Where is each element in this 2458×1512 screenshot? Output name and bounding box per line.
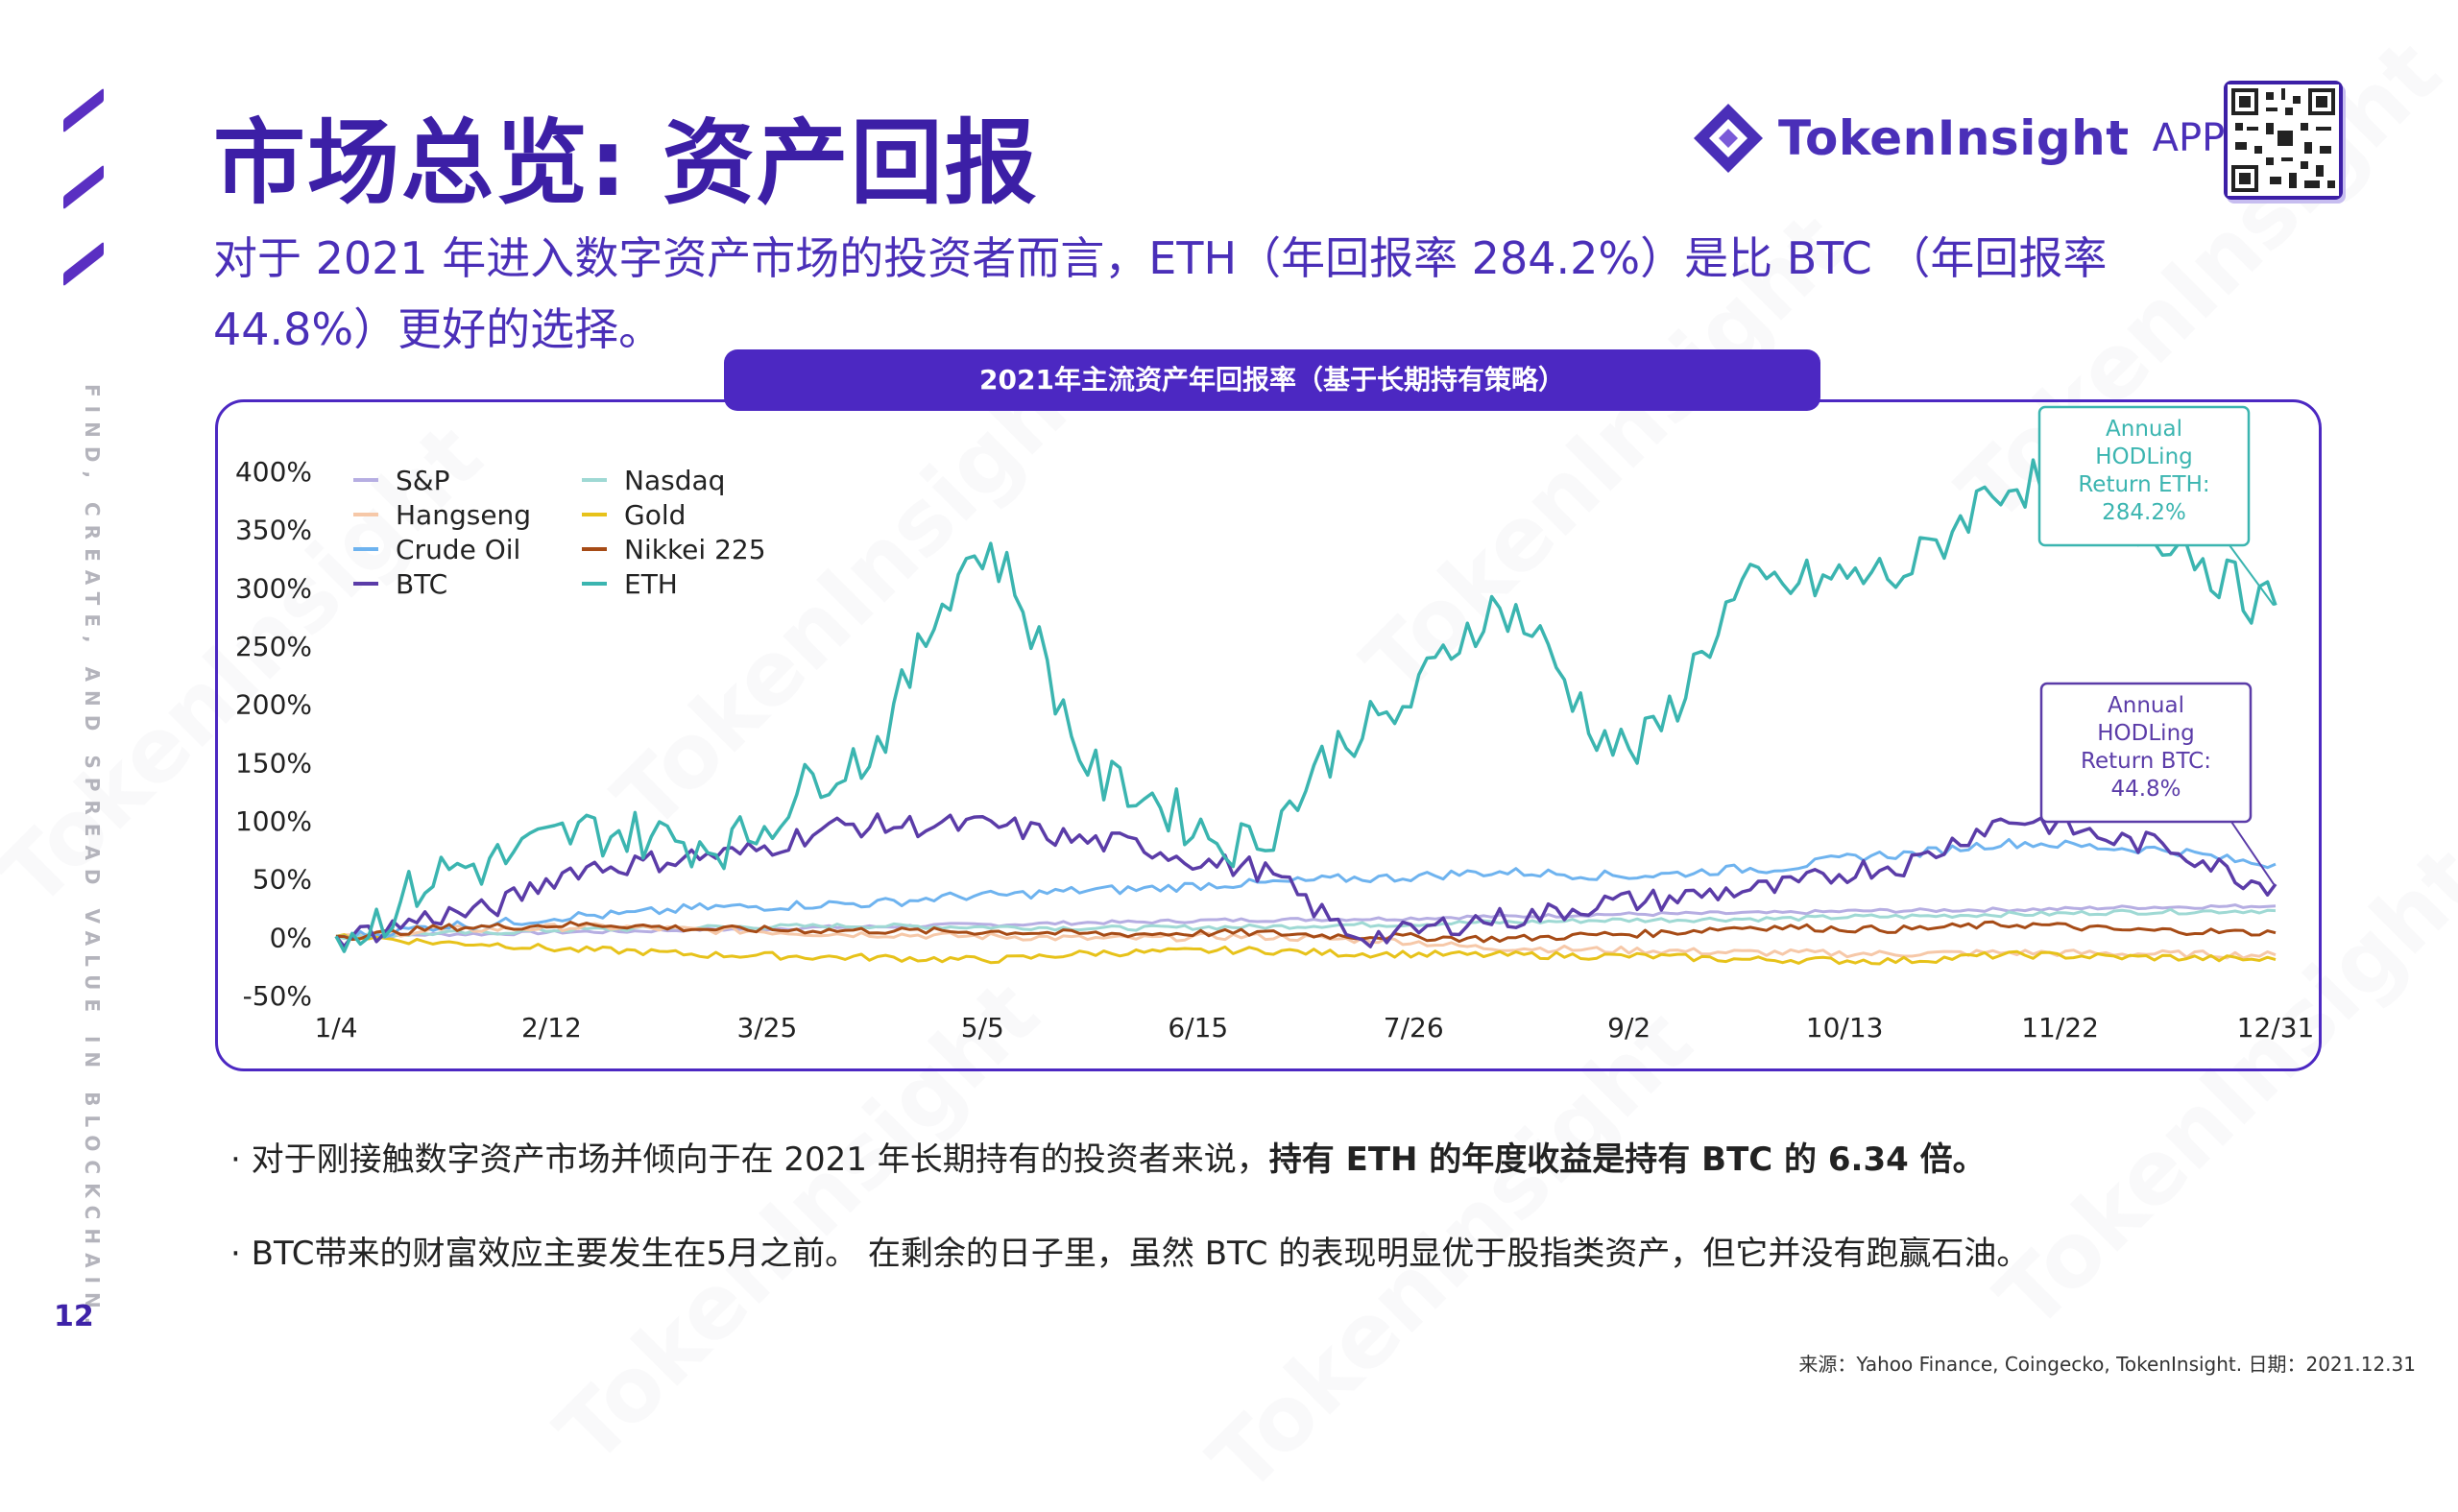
legend-label: BTC [396, 568, 447, 600]
y-tick-label: 100% [235, 805, 312, 837]
annotation-box [2039, 682, 2253, 824]
x-tick-label: 2/12 [521, 1012, 582, 1044]
y-tick-label: -50% [243, 980, 312, 1012]
annotation-text: 44.8% [2110, 777, 2181, 802]
brand-logo: TokenInsight APP [1690, 100, 2225, 177]
bullet-point: · BTC带来的财富效应主要发生在5月之前。 在剩余的日子里，虽然 BTC 的表… [230, 1235, 2030, 1273]
page-title: 市场总览: 资产回报 [213, 109, 1039, 217]
annotation-text: 284.2% [2102, 500, 2186, 525]
y-tick-label: 150% [235, 747, 312, 779]
series-line-gold [335, 933, 2277, 966]
legend-label: Nikkei 225 [624, 534, 766, 565]
x-tick-label: 12/31 [2237, 1012, 2315, 1044]
annotation-text: HODLing [2097, 721, 2195, 746]
bullet-text: · 对于刚接触数字资产市场并倾向于在 2021 年长期持有的投资者来说， [230, 1140, 1269, 1179]
source-note: 来源：Yahoo Finance, Coingecko, TokenInsigh… [1798, 1353, 2416, 1376]
x-tick-label: 3/25 [736, 1012, 797, 1044]
x-tick-label: 6/15 [1168, 1012, 1228, 1044]
tokeninsight-logo-icon [1694, 104, 1763, 173]
series-line-hangseng [335, 922, 2277, 960]
annotation-leader [2230, 821, 2275, 885]
legend-label: Hangseng [396, 499, 531, 531]
y-tick-label: 400% [235, 456, 312, 488]
y-tick-label: 200% [235, 689, 312, 721]
bullet-highlight: 持有 ETH 的年度收益是持有 BTC 的 6.34 倍。 [1268, 1140, 1986, 1179]
annotation-box [2037, 405, 2251, 547]
qr-code-icon[interactable] [2224, 81, 2343, 200]
annotation-text: Return BTC: [2081, 749, 2211, 774]
x-tick-label: 5/5 [961, 1012, 1004, 1044]
legend-label: ETH [624, 568, 678, 600]
series-line-btc [334, 812, 2277, 948]
legend-label: S&P [396, 465, 450, 496]
y-tick-label: 50% [253, 864, 312, 896]
legend-label: Gold [624, 499, 686, 531]
returns-line-chart: 400% 350% 300% 250% 200% 150% 100% 50% 0% -50%1/4… [235, 405, 2315, 1044]
x-tick-label: 1/4 [314, 1012, 357, 1044]
page-number: 12 [54, 1300, 94, 1333]
bullet-point: · 对于刚接触数字资产市场并倾向于在 2021 年长期持有的投资者来说，持有 E… [230, 1133, 1986, 1180]
legend-label: Crude Oil [396, 534, 520, 565]
annotation-text: HODLing [2095, 444, 2193, 469]
qr-code-pattern [2228, 84, 2339, 196]
y-tick-label: 0% [270, 922, 312, 953]
annotation-text: Return ETH: [2078, 472, 2209, 497]
series-line-nikkei-225 [335, 920, 2277, 944]
series-line-crude-oil [335, 837, 2277, 941]
annotation-text: Annual [2106, 417, 2182, 442]
chart-title: 2021年主流资产年回报率（基于长期持有策略） [724, 349, 1820, 411]
y-tick-label: 300% [235, 572, 312, 604]
x-tick-label: 7/26 [1384, 1012, 1444, 1044]
side-slogan: FIND, CREATE, AND SPREAD VALUE IN BLOCKC… [81, 384, 104, 1333]
y-tick-label: 350% [235, 515, 312, 546]
legend-label: Nasdaq [624, 465, 725, 496]
x-tick-label: 9/2 [1607, 1012, 1651, 1044]
x-tick-label: 10/13 [1806, 1012, 1884, 1044]
x-tick-label: 11/22 [2021, 1012, 2099, 1044]
annotation-text: Annual [2108, 693, 2184, 718]
y-tick-label: 250% [235, 631, 312, 662]
brand-suffix: APP [2152, 116, 2226, 160]
page-subtitle: 对于 2021 年进入数字资产市场的投资者而言，ETH（年回报率 284.2%）… [213, 232, 2108, 355]
series-line-eth [334, 458, 2277, 953]
brand-name: TokenInsight [1778, 110, 2130, 166]
annotation-leader [2229, 544, 2275, 607]
